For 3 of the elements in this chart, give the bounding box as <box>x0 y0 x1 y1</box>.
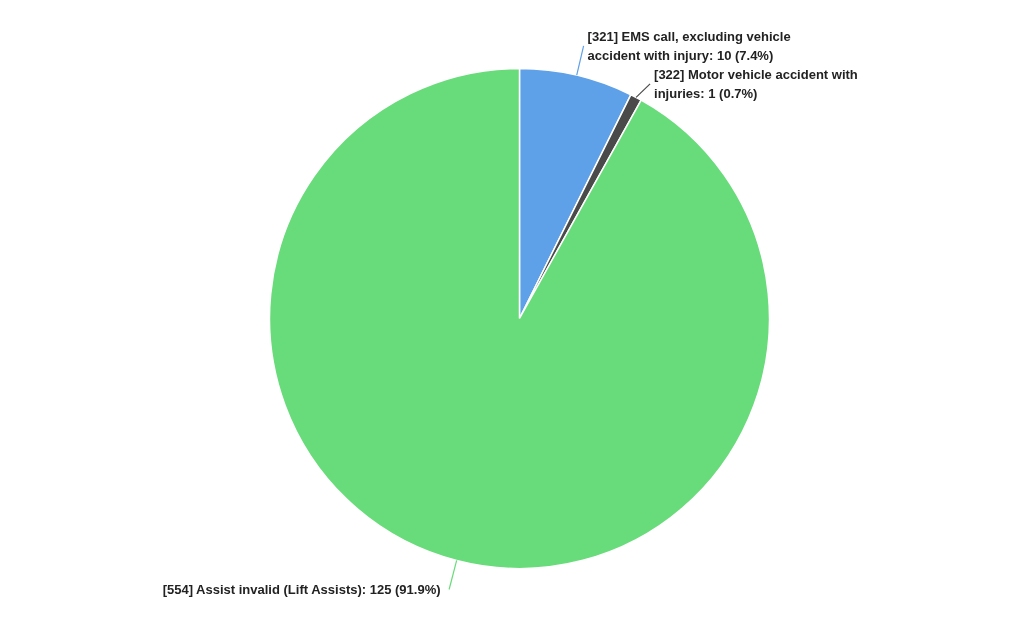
slice-label: [321] EMS call, excluding vehicle accident with injury: 10 (7.4%) <box>587 28 791 64</box>
slice-label: [554] Assist invalid (Lift Assists): 125 (91.9%) <box>162 582 441 598</box>
slice-label: [322] Motor vehicle accident with injuries: 1 (0.7%) <box>654 66 858 102</box>
